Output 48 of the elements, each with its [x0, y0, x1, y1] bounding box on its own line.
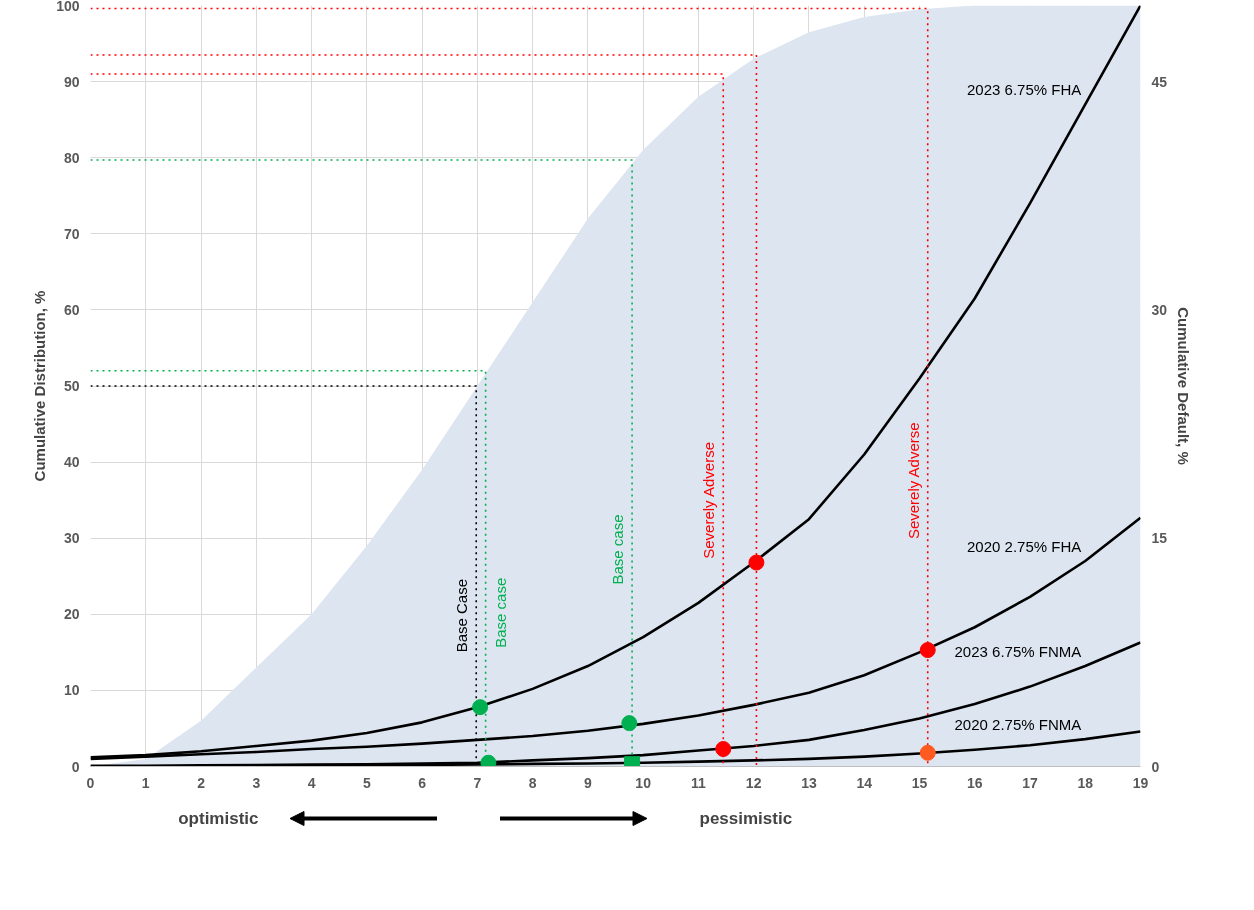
text: pessimistic — [699, 809, 793, 828]
x-tick-label: 4 — [307, 774, 316, 791]
y-tick-label: 80 — [63, 149, 80, 166]
x-tick-label: 1 — [141, 774, 150, 791]
x-tick-label: 9 — [583, 774, 592, 791]
x-tick-label: 17 — [1022, 774, 1038, 791]
series-label: 2023 6.75% FNMA — [954, 643, 1082, 661]
y-tick-label: 10 — [63, 682, 80, 699]
y2-tick-label: 15 — [1151, 530, 1168, 547]
x-tick-label: 13 — [801, 774, 817, 791]
y2-tick-label: 30 — [1151, 301, 1168, 318]
x-tick-label: 5 — [362, 774, 371, 791]
y-tick-label: 70 — [63, 225, 80, 242]
y-tick-label: 50 — [63, 378, 80, 394]
y-axis-title: Cumulative Distribution, % — [31, 290, 49, 482]
y-tick-label: 90 — [63, 73, 80, 90]
text: Base Case — [453, 578, 471, 653]
y2-tick-label: 45 — [1151, 73, 1168, 90]
x-tick-label: 14 — [856, 774, 873, 791]
y2-axis-title: Cumulative Default, % — [1175, 307, 1193, 465]
x-tick-label: 16 — [966, 774, 983, 791]
x-tick-label: 12 — [745, 774, 762, 791]
x-tick-label: 2 — [197, 774, 206, 791]
text: Severely Adverse — [700, 442, 718, 559]
text: optimistic — [178, 809, 259, 828]
series-label: 2023 6.75% FHA — [967, 81, 1082, 99]
x-tick-label: 11 — [690, 774, 707, 791]
x-tick-label: 19 — [1132, 774, 1149, 791]
text: Base case — [609, 514, 627, 585]
x-tick-label: 7 — [473, 774, 482, 791]
y-tick-label: 30 — [63, 530, 80, 547]
x-tick-label: 3 — [252, 774, 261, 791]
y-tick-label: 40 — [63, 454, 80, 471]
x-tick-label: 6 — [418, 774, 427, 791]
series-label: 2020 2.75% FHA — [967, 538, 1082, 556]
y-tick-label: 0 — [71, 758, 80, 775]
y-tick-label: 60 — [63, 301, 80, 318]
x-tick-label: 0 — [86, 774, 95, 791]
y2-tick-label: 0 — [1151, 758, 1160, 775]
series-label: 2020 2.75% FNMA — [954, 716, 1082, 734]
y-tick-label: 20 — [63, 606, 80, 623]
x-tick-label: 15 — [911, 774, 928, 791]
text: Base case — [491, 577, 509, 648]
x-tick-label: 8 — [528, 774, 537, 791]
x-tick-label: 18 — [1077, 774, 1094, 791]
y-tick-label: 100 — [56, 0, 80, 14]
text: Severely Adverse — [904, 422, 922, 540]
x-tick-label: 10 — [635, 774, 652, 791]
